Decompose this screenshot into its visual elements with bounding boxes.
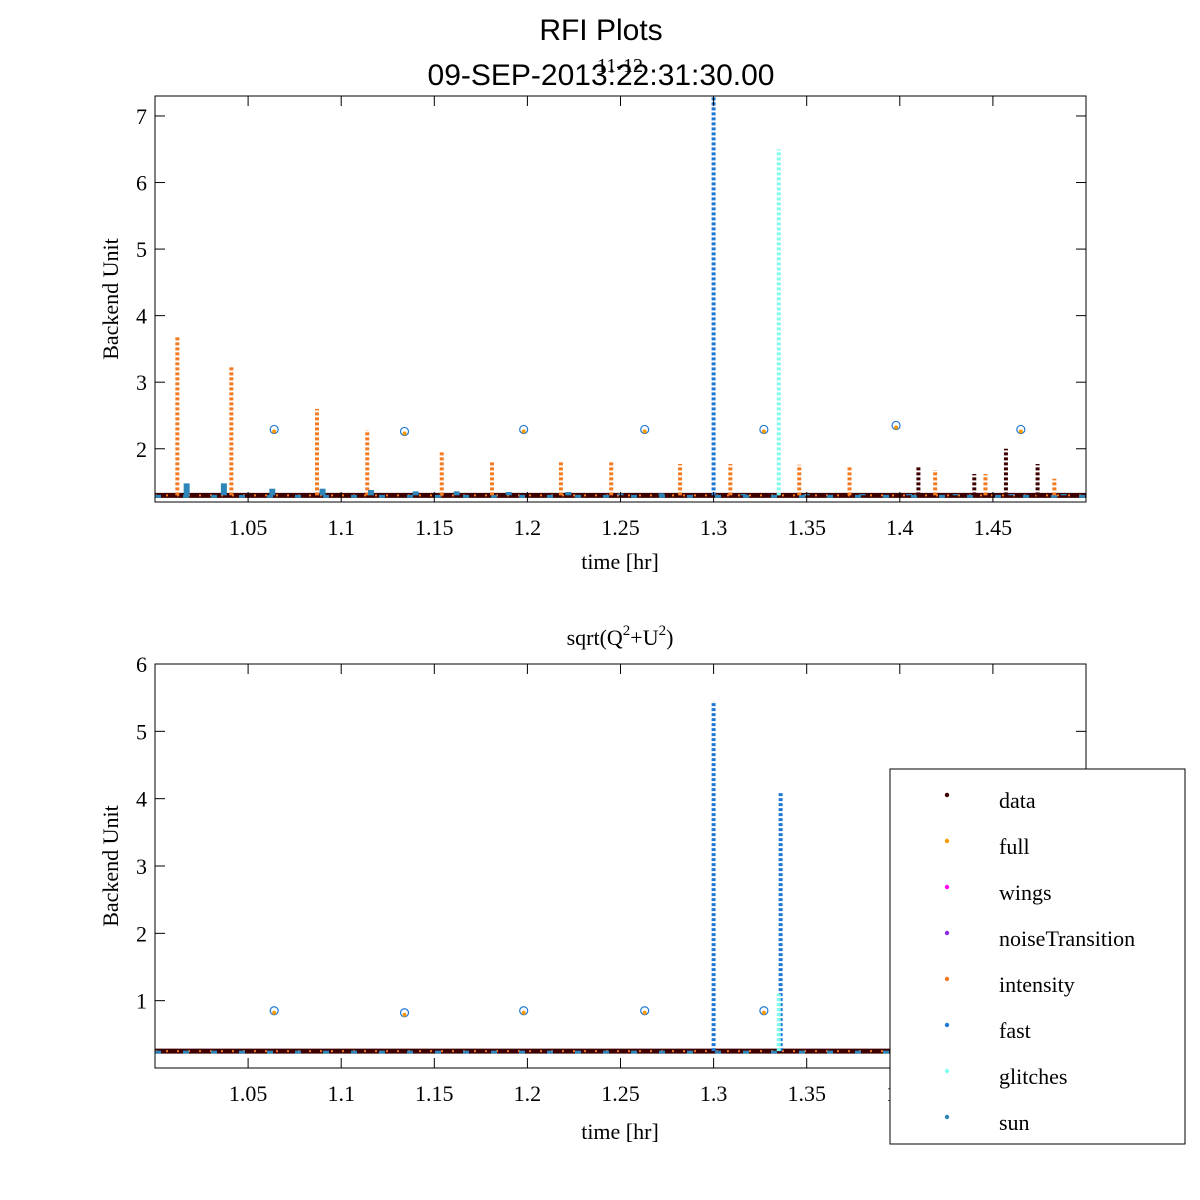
full-point-dot <box>642 429 647 434</box>
x-tick-label: 1.2 <box>514 1081 542 1106</box>
legend-marker <box>944 1068 950 1074</box>
y-tick-label: 2 <box>136 437 147 462</box>
legend-entry-noiseTransition: noiseTransition <box>944 926 1135 951</box>
legend-box <box>889 768 1186 1145</box>
full-point-dot <box>1018 429 1023 434</box>
legend-label: intensity <box>999 972 1075 997</box>
x-tick-label: 1.15 <box>415 515 454 540</box>
y-tick-label: 4 <box>136 787 147 812</box>
legend-marker <box>944 1022 950 1028</box>
y-tick-label: 1 <box>136 989 147 1014</box>
y-tick-label: 6 <box>136 652 147 677</box>
legend-label: data <box>999 788 1036 813</box>
x-tick-label: 1.45 <box>974 515 1013 540</box>
full-point-dot <box>402 431 407 436</box>
x-tick-label: 1.05 <box>229 515 268 540</box>
x-tick-label: 1.25 <box>601 1081 640 1106</box>
legend-entry-intensity: intensity <box>944 972 1075 997</box>
legend-label: wings <box>999 880 1052 905</box>
y-tick-label: 3 <box>136 370 147 395</box>
full-point-dot <box>642 1010 647 1015</box>
legend-entries: data full wings noiseTransition intensity fas… <box>944 788 1135 1135</box>
x-tick-label: 1.1 <box>327 1081 355 1106</box>
full-point-dot <box>272 1010 277 1015</box>
legend-marker <box>944 838 950 844</box>
x-tick-label: 1.3 <box>700 1081 728 1106</box>
x-tick-label: 1.3 <box>700 515 728 540</box>
full-point-dot <box>521 1010 526 1015</box>
top-panel-ticks: 1.05 1.1 1.15 1.2 1.25 1.3 1.35 1.4 1.45 2 3 4 5 6 7 <box>136 96 1086 540</box>
bottom-panel: sqrt(Q2+U2) 1.051.11.151.21.251.31.351.4… <box>98 623 1087 1144</box>
bottom-xlabel: time [hr] <box>581 1119 659 1144</box>
top-panel-marks <box>155 96 1086 498</box>
full-point-dot <box>402 1012 407 1017</box>
figure-subtitle: 09-SEP-2013:22:31:30.00 <box>428 59 775 92</box>
legend-entry-sun: sun <box>944 1110 1030 1135</box>
legend-marker <box>944 884 950 890</box>
x-tick-label: 1.25 <box>601 515 640 540</box>
full-point-dot <box>521 429 526 434</box>
full-point-dot <box>272 429 277 434</box>
x-tick-label: 1.2 <box>514 515 542 540</box>
bottom-title: sqrt(Q2+U2) <box>567 623 674 650</box>
legend-marker <box>944 976 950 982</box>
y-tick-label: 7 <box>136 104 147 129</box>
x-tick-label: 1.05 <box>229 1081 268 1106</box>
plot-area <box>155 96 1086 498</box>
top-panel: 1.05 1.1 1.15 1.2 1.25 1.3 1.35 1.4 1.45 2 3 4 5 6 7 t… <box>98 95 1087 574</box>
legend-entry-glitches: glitches <box>944 1064 1067 1089</box>
legend-label: noiseTransition <box>999 926 1135 951</box>
legend-label: sun <box>999 1110 1030 1135</box>
legend-entry-data: data <box>944 788 1036 813</box>
legend-entry-wings: wings <box>944 880 1052 905</box>
y-tick-label: 4 <box>136 304 147 329</box>
top-panel-frame <box>154 95 1087 503</box>
x-tick-label: 1.15 <box>415 1081 454 1106</box>
x-tick-label: 1.1 <box>327 515 355 540</box>
legend-entry-fast: fast <box>944 1018 1031 1043</box>
legend: data full wings noiseTransition intensity fas… <box>889 768 1186 1145</box>
figure-title: RFI Plots <box>539 14 662 47</box>
legend-label: fast <box>999 1018 1031 1043</box>
x-tick-label: 1.35 <box>787 515 826 540</box>
bottom-ylabel: Backend Unit <box>98 805 123 927</box>
y-tick-label: 5 <box>136 237 147 262</box>
overlap-label: 11-12 <box>597 55 643 77</box>
y-tick-label: 6 <box>136 171 147 196</box>
top-xlabel: time [hr] <box>581 549 659 574</box>
top-ylabel: Backend Unit <box>98 238 123 360</box>
legend-label: glitches <box>999 1064 1067 1089</box>
legend-marker <box>944 1114 950 1120</box>
y-tick-label: 3 <box>136 854 147 879</box>
x-tick-label: 1.4 <box>886 515 914 540</box>
x-tick-label: 1.35 <box>787 1081 826 1106</box>
legend-label: full <box>999 834 1030 859</box>
full-point-dot <box>761 429 766 434</box>
full-point-dot <box>761 1010 766 1015</box>
legend-marker <box>944 930 950 936</box>
y-tick-label: 2 <box>136 921 147 946</box>
legend-entry-full: full <box>944 834 1030 859</box>
legend-marker <box>944 792 950 798</box>
full-point-dot <box>894 425 899 430</box>
y-tick-label: 5 <box>136 719 147 744</box>
